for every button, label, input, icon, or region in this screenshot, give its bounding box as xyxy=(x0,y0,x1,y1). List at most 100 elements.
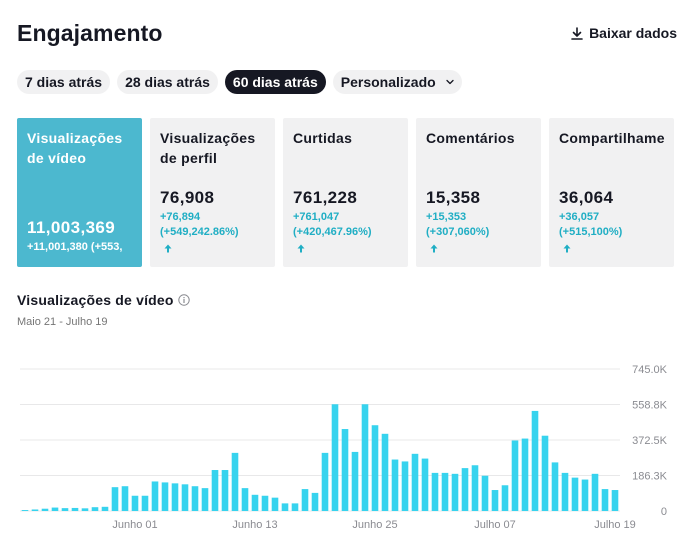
card-delta-amount: +76,894 xyxy=(160,211,201,223)
chart-bar[interactable] xyxy=(151,481,159,511)
chart-bar[interactable] xyxy=(181,484,189,511)
chart-bar[interactable] xyxy=(81,508,89,511)
tab-custom-dropdown[interactable]: Personalizado xyxy=(332,70,462,94)
download-icon xyxy=(571,26,583,40)
card-delta-amount: +15,353 xyxy=(426,211,467,223)
y-tick-label: 186.3K xyxy=(632,471,668,483)
chart-bar[interactable] xyxy=(201,488,209,511)
chart-bar[interactable] xyxy=(321,452,329,511)
card-delta: +36,057 (+515,100%) xyxy=(559,210,622,240)
date-range-tabs: 7 dias atrás 28 dias atrás 60 dias atrás… xyxy=(17,70,462,94)
chart-bar[interactable] xyxy=(441,472,449,511)
chart-bar[interactable] xyxy=(381,433,389,511)
metric-card-comments[interactable]: Comentários 15,358 +15,353 (+307,060%) xyxy=(416,118,541,267)
chart-bar[interactable] xyxy=(491,490,499,511)
chart-bar[interactable] xyxy=(521,438,529,511)
chart-bar[interactable] xyxy=(391,459,399,511)
chart-bar[interactable] xyxy=(101,506,109,511)
chart-bar[interactable] xyxy=(571,477,579,511)
download-data-button[interactable]: Baixar dados xyxy=(571,25,677,41)
x-tick-label: Junho 13 xyxy=(232,519,277,531)
chart-bar[interactable] xyxy=(561,472,569,511)
card-value: 761,228 xyxy=(293,188,358,207)
chart-bar[interactable] xyxy=(271,497,279,511)
y-tick-label: 558.8K xyxy=(632,400,668,412)
chart-bar[interactable] xyxy=(231,452,239,511)
metric-card-profile-views[interactable]: Visualizações de perfil 76,908 +76,894 (… xyxy=(150,118,275,267)
chart-bar[interactable] xyxy=(331,404,339,511)
arrow-up-icon xyxy=(297,244,305,253)
card-label: Comentários xyxy=(426,130,515,146)
card-delta-percent: (+420,467.96%) xyxy=(293,226,372,238)
x-tick-label: Julho 07 xyxy=(474,519,516,531)
metric-card-likes[interactable]: Curtidas 761,228 +761,047 (+420,467.96%) xyxy=(283,118,408,267)
chart-bar[interactable] xyxy=(341,429,349,511)
chart-bar[interactable] xyxy=(241,488,249,511)
chart-bar[interactable] xyxy=(301,489,309,511)
chart-bar[interactable] xyxy=(431,472,439,511)
chart-bar[interactable] xyxy=(161,482,169,511)
chart-bar[interactable] xyxy=(261,495,269,511)
chart-bar[interactable] xyxy=(421,458,429,511)
card-delta: +76,894 (+549,242.86%) xyxy=(160,210,239,240)
chart-bar[interactable] xyxy=(531,410,539,511)
card-value: 15,358 xyxy=(426,188,481,207)
chart-bar[interactable] xyxy=(111,487,119,511)
tab-28-days[interactable]: 28 dias atrás xyxy=(117,70,218,94)
chart-bar[interactable] xyxy=(451,473,459,511)
card-delta-percent: (+549,242.86%) xyxy=(160,226,239,238)
chart-bar[interactable] xyxy=(501,485,509,511)
y-tick-label: 372.5K xyxy=(632,435,668,447)
arrow-up-icon xyxy=(430,244,438,253)
tab-7-days[interactable]: 7 dias atrás xyxy=(17,70,111,94)
chart-bar[interactable] xyxy=(371,425,379,511)
chevron-down-icon xyxy=(446,79,454,85)
chart-bar[interactable] xyxy=(581,479,589,511)
chart-bar[interactable] xyxy=(281,503,289,511)
chart-bar[interactable] xyxy=(351,451,359,511)
chart-bar[interactable] xyxy=(121,486,129,511)
card-delta: +15,353 (+307,060%) xyxy=(426,210,489,240)
chart-bar[interactable] xyxy=(21,510,29,511)
card-delta-percent: (+307,060%) xyxy=(426,226,490,238)
chart-bar[interactable] xyxy=(401,461,409,511)
chart-bar[interactable] xyxy=(61,508,69,511)
chart-bar[interactable] xyxy=(471,465,479,511)
metric-card-video-views[interactable]: Visualizações de vídeo 11,003,369 +11,00… xyxy=(17,118,142,267)
chart-bar[interactable] xyxy=(601,489,609,511)
chart-bar[interactable] xyxy=(611,490,619,511)
chart-bar[interactable] xyxy=(511,440,519,511)
chart-bar[interactable] xyxy=(551,462,559,511)
info-icon[interactable] xyxy=(177,294,190,306)
card-value: 76,908 xyxy=(160,188,215,207)
chart-bar[interactable] xyxy=(541,435,549,511)
chart-bar[interactable] xyxy=(311,492,319,511)
chart-bar[interactable] xyxy=(31,509,39,511)
chart-bar[interactable] xyxy=(51,507,59,511)
chart-bar[interactable] xyxy=(41,508,49,511)
chart-bar[interactable] xyxy=(211,470,219,511)
chart-bar[interactable] xyxy=(481,475,489,511)
card-delta-amount: +761,047 xyxy=(293,211,340,223)
date-range-label: Maio 21 - Julho 19 xyxy=(17,316,108,328)
x-tick-label: Junho 25 xyxy=(352,519,397,531)
tab-60-days[interactable]: 60 dias atrás xyxy=(224,70,326,94)
card-label: Curtidas xyxy=(293,130,353,146)
chart-bar[interactable] xyxy=(91,507,99,511)
chart-bar[interactable] xyxy=(221,470,229,511)
chart-bar[interactable] xyxy=(361,404,369,511)
chart-bar[interactable] xyxy=(411,453,419,511)
chart-bar[interactable] xyxy=(191,486,199,511)
chart-bar[interactable] xyxy=(291,503,299,511)
metric-card-shares[interactable]: Compartilhame 36,064 +36,057 (+515,100%) xyxy=(549,118,674,267)
chart-bar[interactable] xyxy=(171,483,179,511)
chart-bar[interactable] xyxy=(591,473,599,511)
tab-custom-label: Personalizado xyxy=(340,74,436,90)
metric-cards: Visualizações de vídeo 11,003,369 +11,00… xyxy=(17,118,674,267)
chart-bar[interactable] xyxy=(131,495,139,511)
chart-bar[interactable] xyxy=(251,494,259,511)
chart-bar[interactable] xyxy=(461,468,469,511)
chart-bar[interactable] xyxy=(141,495,149,511)
y-tick-label: 0 xyxy=(661,506,667,518)
chart-bar[interactable] xyxy=(71,507,79,511)
